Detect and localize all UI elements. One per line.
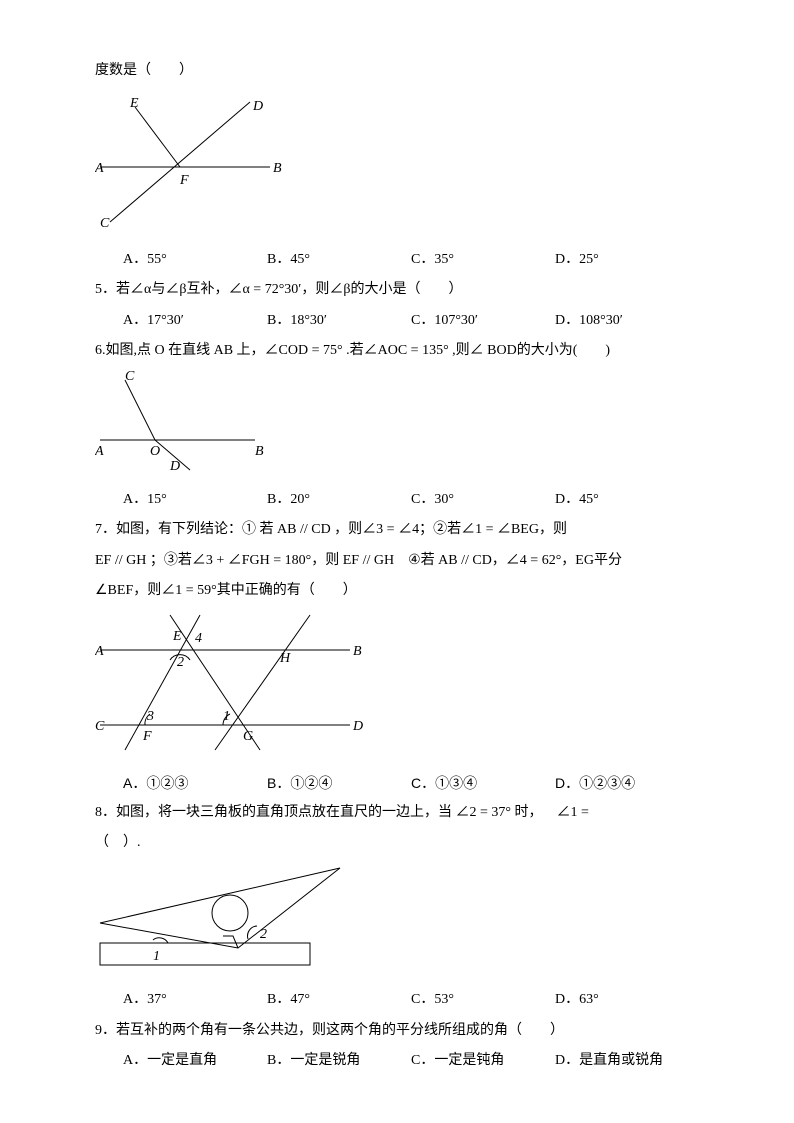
- q4-diagram: E D A F B C: [95, 92, 699, 240]
- q7-option-D: D．①②③④: [555, 772, 699, 794]
- q7-text-l1: 7．如图，有下列结论：① 若 AB // CD ，则∠3 = ∠4；②若∠1 =…: [95, 519, 699, 541]
- angle-1: 1: [153, 949, 160, 964]
- label-F: F: [142, 729, 152, 744]
- label-H: H: [279, 651, 291, 666]
- q5-text: 5．若∠α与∠β互补，∠α = 72°30′，则∠β的大小是（ ）: [95, 279, 699, 301]
- q8-text-l1: 8．如图，将一块三角板的直角顶点放在直尺的一边上，当 ∠2 = 37° 时， ∠…: [95, 802, 699, 824]
- label-A: A: [95, 444, 104, 459]
- q6-text: 6.如图,点 O 在直线 AB 上，∠COD = 75° .若∠AOC = 13…: [95, 340, 699, 362]
- q6-option-C: C．30°: [411, 489, 555, 511]
- q6-diagram: C A O B D: [95, 370, 699, 480]
- q5-option-A: A．17°30′: [123, 310, 267, 332]
- q9-option-A: A．一定是直角: [123, 1050, 267, 1072]
- label-A: A: [95, 161, 104, 176]
- q4-option-C: C．35°: [411, 249, 555, 271]
- q5-option-D: D．108°30′: [555, 310, 699, 332]
- q7-text-l3: ∠BEF，则∠1 = 59°其中正确的有（ ）: [95, 580, 699, 602]
- q6-options: A．15° B．20° C．30° D．45°: [95, 489, 699, 511]
- q7-text-l2: EF // GH ；③若∠3 + ∠FGH = 180°，则 EF // GH …: [95, 550, 699, 572]
- q9-option-B: B．一定是锐角: [267, 1050, 411, 1072]
- q5-options: A．17°30′ B．18°30′ C．107°30′ D．108°30′: [95, 310, 699, 332]
- label-C: C: [100, 216, 110, 231]
- q6-option-D: D．45°: [555, 489, 699, 511]
- q5-option-B: B．18°30′: [267, 310, 411, 332]
- q8-text-l2: （ ）.: [95, 832, 699, 854]
- label-B: B: [255, 444, 264, 459]
- q9-option-D: D．是直角或锐角: [555, 1050, 699, 1072]
- q4-intro: 度数是（ ）: [95, 60, 699, 82]
- q9-options: A．一定是直角 B．一定是锐角 C．一定是钝角 D．是直角或锐角: [95, 1050, 699, 1072]
- q8-options: A．37° B．47° C．53° D．63°: [95, 989, 699, 1011]
- q6-option-B: B．20°: [267, 489, 411, 511]
- q8-option-C: C．53°: [411, 989, 555, 1011]
- q8-option-D: D．63°: [555, 989, 699, 1011]
- label-B: B: [353, 644, 362, 659]
- q8-diagram: 2 1: [95, 863, 699, 981]
- q7-option-A: A．①②③: [123, 772, 267, 794]
- label-A: A: [95, 644, 104, 659]
- label-E: E: [129, 96, 139, 111]
- angle-2: 2: [177, 655, 184, 670]
- label-F: F: [179, 173, 189, 188]
- q8-option-A: A．37°: [123, 989, 267, 1011]
- label-G: G: [243, 729, 253, 744]
- label-D: D: [352, 719, 363, 734]
- label-D: D: [252, 99, 263, 114]
- angle-2: 2: [260, 927, 267, 942]
- angle-4: 4: [195, 631, 202, 646]
- q4-option-D: D．25°: [555, 249, 699, 271]
- q5-option-C: C．107°30′: [411, 310, 555, 332]
- q6-option-A: A．15°: [123, 489, 267, 511]
- label-C: C: [125, 370, 135, 384]
- label-O: O: [150, 444, 160, 459]
- q7-option-B: B．①②④: [267, 772, 411, 794]
- q7-option-C: C．①③④: [411, 772, 555, 794]
- q4-option-A: A．55°: [123, 249, 267, 271]
- q7-diagram: A E 4 H B 2 C 3 F 1 G D: [95, 610, 699, 763]
- label-C: C: [95, 719, 105, 734]
- q4-options: A．55° B．45° C．35° D．25°: [95, 249, 699, 271]
- q9-text: 9．若互补的两个角有一条公共边，则这两个角的平分线所组成的角（ ）: [95, 1020, 699, 1042]
- q9-option-C: C．一定是钝角: [411, 1050, 555, 1072]
- label-E: E: [172, 629, 182, 644]
- q7-options: A．①②③ B．①②④ C．①③④ D．①②③④: [95, 772, 699, 794]
- q4-option-B: B．45°: [267, 249, 411, 271]
- label-D: D: [169, 459, 180, 472]
- q8-option-B: B．47°: [267, 989, 411, 1011]
- label-B: B: [273, 161, 282, 176]
